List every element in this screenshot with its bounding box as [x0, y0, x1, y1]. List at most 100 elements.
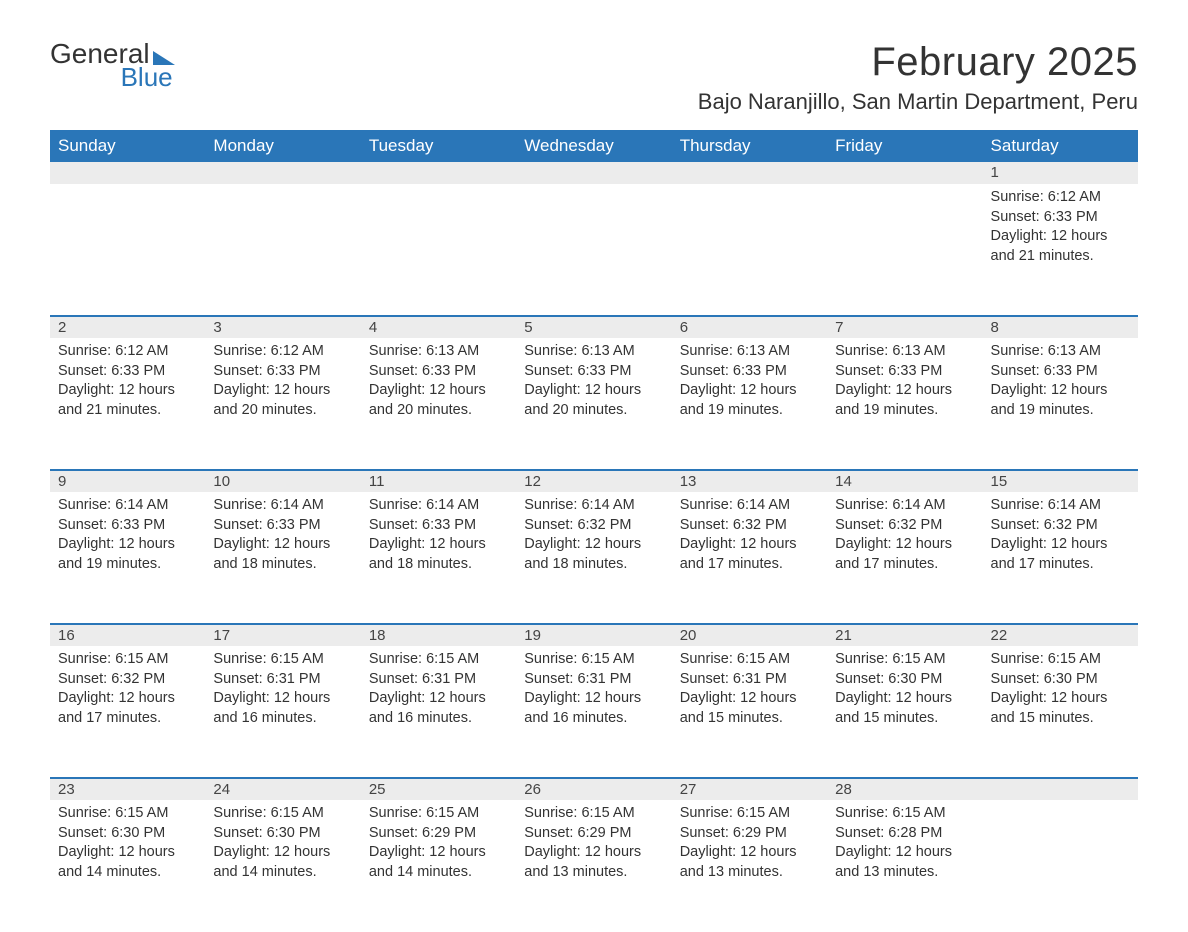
daylight-line: Daylight: 12 hours and 16 minutes. — [524, 689, 663, 728]
day-cell: Sunrise: 6:15 AMSunset: 6:29 PMDaylight:… — [516, 800, 671, 932]
day-cell: Sunrise: 6:14 AMSunset: 6:33 PMDaylight:… — [361, 492, 516, 624]
day-cell: Sunrise: 6:14 AMSunset: 6:32 PMDaylight:… — [983, 492, 1138, 624]
sunset-line: Sunset: 6:33 PM — [369, 362, 508, 382]
day-header: Tuesday — [361, 130, 516, 162]
day-number: 4 — [361, 316, 516, 338]
sunset-line: Sunset: 6:28 PM — [835, 824, 974, 844]
sunset-line: Sunset: 6:31 PM — [680, 670, 819, 690]
day-number: 20 — [672, 624, 827, 646]
day-header: Friday — [827, 130, 982, 162]
empty-cell — [983, 800, 1138, 932]
daylight-line: Daylight: 12 hours and 17 minutes. — [58, 689, 197, 728]
day-number: 19 — [516, 624, 671, 646]
daylight-line: Daylight: 12 hours and 18 minutes. — [369, 535, 508, 574]
sunset-line: Sunset: 6:32 PM — [991, 516, 1130, 536]
daylight-line: Daylight: 12 hours and 13 minutes. — [680, 843, 819, 882]
empty-cell — [983, 778, 1138, 800]
sunrise-line: Sunrise: 6:14 AM — [680, 496, 819, 516]
empty-cell — [516, 162, 671, 184]
sunrise-line: Sunrise: 6:15 AM — [213, 650, 352, 670]
day-header: Saturday — [983, 130, 1138, 162]
day-number: 13 — [672, 470, 827, 492]
sunset-line: Sunset: 6:29 PM — [369, 824, 508, 844]
daylight-line: Daylight: 12 hours and 21 minutes. — [991, 227, 1130, 266]
sunset-line: Sunset: 6:33 PM — [991, 362, 1130, 382]
empty-cell — [50, 184, 205, 316]
day-cell: Sunrise: 6:15 AMSunset: 6:30 PMDaylight:… — [205, 800, 360, 932]
empty-cell — [827, 162, 982, 184]
sunset-line: Sunset: 6:33 PM — [524, 362, 663, 382]
day-number: 9 — [50, 470, 205, 492]
empty-cell — [361, 162, 516, 184]
daylight-line: Daylight: 12 hours and 14 minutes. — [213, 843, 352, 882]
day-cell: Sunrise: 6:12 AMSunset: 6:33 PMDaylight:… — [983, 184, 1138, 316]
sunrise-line: Sunrise: 6:14 AM — [835, 496, 974, 516]
sunset-line: Sunset: 6:33 PM — [680, 362, 819, 382]
sunrise-line: Sunrise: 6:15 AM — [835, 650, 974, 670]
daylight-line: Daylight: 12 hours and 15 minutes. — [835, 689, 974, 728]
day-cell: Sunrise: 6:14 AMSunset: 6:33 PMDaylight:… — [205, 492, 360, 624]
sunset-line: Sunset: 6:33 PM — [213, 362, 352, 382]
day-number: 21 — [827, 624, 982, 646]
daylight-line: Daylight: 12 hours and 15 minutes. — [680, 689, 819, 728]
day-cell: Sunrise: 6:15 AMSunset: 6:31 PMDaylight:… — [516, 646, 671, 778]
daylight-line: Daylight: 12 hours and 19 minutes. — [991, 381, 1130, 420]
day-number: 3 — [205, 316, 360, 338]
sunset-line: Sunset: 6:32 PM — [835, 516, 974, 536]
sunset-line: Sunset: 6:33 PM — [213, 516, 352, 536]
day-cell: Sunrise: 6:15 AMSunset: 6:30 PMDaylight:… — [50, 800, 205, 932]
daylight-line: Daylight: 12 hours and 16 minutes. — [213, 689, 352, 728]
sunset-line: Sunset: 6:29 PM — [524, 824, 663, 844]
day-number: 18 — [361, 624, 516, 646]
day-header: Monday — [205, 130, 360, 162]
day-cell: Sunrise: 6:14 AMSunset: 6:32 PMDaylight:… — [827, 492, 982, 624]
day-number: 23 — [50, 778, 205, 800]
daylight-line: Daylight: 12 hours and 20 minutes. — [524, 381, 663, 420]
sunset-line: Sunset: 6:30 PM — [991, 670, 1130, 690]
sunrise-line: Sunrise: 6:13 AM — [835, 342, 974, 362]
day-cell: Sunrise: 6:13 AMSunset: 6:33 PMDaylight:… — [516, 338, 671, 470]
sunrise-line: Sunrise: 6:15 AM — [524, 804, 663, 824]
empty-cell — [50, 162, 205, 184]
daylight-line: Daylight: 12 hours and 19 minutes. — [58, 535, 197, 574]
sunset-line: Sunset: 6:29 PM — [680, 824, 819, 844]
logo-word2: Blue — [121, 64, 173, 90]
daylight-line: Daylight: 12 hours and 17 minutes. — [991, 535, 1130, 574]
day-number: 7 — [827, 316, 982, 338]
day-header: Wednesday — [516, 130, 671, 162]
day-number: 16 — [50, 624, 205, 646]
day-cell: Sunrise: 6:12 AMSunset: 6:33 PMDaylight:… — [50, 338, 205, 470]
daylight-line: Daylight: 12 hours and 19 minutes. — [680, 381, 819, 420]
day-number: 25 — [361, 778, 516, 800]
day-cell: Sunrise: 6:15 AMSunset: 6:30 PMDaylight:… — [983, 646, 1138, 778]
daylight-line: Daylight: 12 hours and 21 minutes. — [58, 381, 197, 420]
sunrise-line: Sunrise: 6:15 AM — [369, 650, 508, 670]
sunset-line: Sunset: 6:32 PM — [680, 516, 819, 536]
day-header-row: SundayMondayTuesdayWednesdayThursdayFrid… — [50, 130, 1138, 162]
sunset-line: Sunset: 6:33 PM — [835, 362, 974, 382]
day-cell: Sunrise: 6:13 AMSunset: 6:33 PMDaylight:… — [361, 338, 516, 470]
daylight-line: Daylight: 12 hours and 18 minutes. — [213, 535, 352, 574]
empty-cell — [672, 162, 827, 184]
day-number: 10 — [205, 470, 360, 492]
day-number: 27 — [672, 778, 827, 800]
sunset-line: Sunset: 6:30 PM — [213, 824, 352, 844]
daylight-line: Daylight: 12 hours and 18 minutes. — [524, 535, 663, 574]
location: Bajo Naranjillo, San Martin Department, … — [698, 89, 1138, 115]
sunrise-line: Sunrise: 6:14 AM — [58, 496, 197, 516]
sunset-line: Sunset: 6:33 PM — [58, 362, 197, 382]
month-title: February 2025 — [698, 40, 1138, 85]
empty-cell — [672, 184, 827, 316]
daylight-line: Daylight: 12 hours and 13 minutes. — [835, 843, 974, 882]
sunset-line: Sunset: 6:32 PM — [524, 516, 663, 536]
sunrise-line: Sunrise: 6:15 AM — [58, 650, 197, 670]
day-number: 22 — [983, 624, 1138, 646]
sunrise-line: Sunrise: 6:13 AM — [991, 342, 1130, 362]
day-cell: Sunrise: 6:14 AMSunset: 6:32 PMDaylight:… — [516, 492, 671, 624]
day-cell: Sunrise: 6:15 AMSunset: 6:29 PMDaylight:… — [361, 800, 516, 932]
daylight-line: Daylight: 12 hours and 20 minutes. — [213, 381, 352, 420]
sunrise-line: Sunrise: 6:15 AM — [369, 804, 508, 824]
day-number: 26 — [516, 778, 671, 800]
daylight-line: Daylight: 12 hours and 16 minutes. — [369, 689, 508, 728]
day-cell: Sunrise: 6:15 AMSunset: 6:31 PMDaylight:… — [672, 646, 827, 778]
